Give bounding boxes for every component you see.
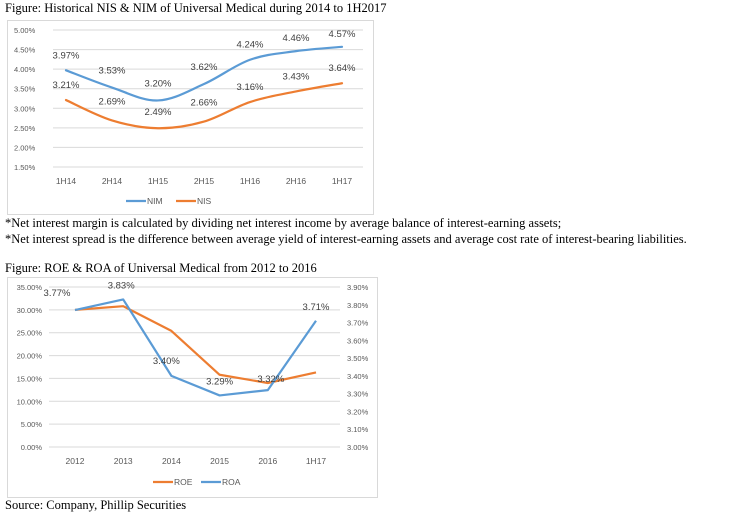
x-tick-label: 2013 xyxy=(114,456,133,466)
y-tick-label: 1.50% xyxy=(14,163,36,172)
y-tick-label-right: 3.80% xyxy=(347,301,369,310)
y-tick-label-left: 25.00% xyxy=(17,329,43,338)
y-tick-label: 4.50% xyxy=(14,46,36,55)
y-tick-label-right: 3.00% xyxy=(347,443,369,452)
data-label-nim: 3.97% xyxy=(53,50,80,61)
data-label-nis: 3.21% xyxy=(53,80,80,91)
data-label-nim: 3.53% xyxy=(99,66,126,77)
y-tick-label-left: 35.00% xyxy=(17,283,43,292)
figure1-caption: Figure: Historical NIS & NIM of Universa… xyxy=(5,1,387,15)
y-tick-label-left: 30.00% xyxy=(17,306,43,315)
y-tick-label: 2.00% xyxy=(14,143,36,152)
y-tick-label-right: 3.60% xyxy=(347,336,369,345)
y-tick-label-left: 15.00% xyxy=(17,374,43,383)
data-label-nis: 2.66% xyxy=(191,98,218,109)
roe-roa-chart: 0.00% 5.00% 10.00% 15.00% 20.00% 25.00% 30.00%… xyxy=(7,277,378,498)
series-line-roe xyxy=(74,305,317,385)
x-tick-label: 2016 xyxy=(258,456,277,466)
data-label-roa: 3.83% xyxy=(108,280,135,291)
y-tick-label-left: 10.00% xyxy=(17,397,43,406)
data-label-roa: 3.29% xyxy=(206,376,233,387)
y-tick-label-right: 3.70% xyxy=(347,319,369,328)
nim-nis-chart-svg: 1.50% 2.00% 2.50% 3.00% 3.50% 4.00% 4.50% 5.00%… xyxy=(14,26,363,206)
x-tick-label: 1H16 xyxy=(240,176,261,186)
y-tick-label: 5.00% xyxy=(14,26,36,35)
data-label-roa: 3.71% xyxy=(303,302,330,313)
x-tick-label: 2H15 xyxy=(194,176,215,186)
series-line-roa xyxy=(74,298,317,397)
data-label-nis: 3.64% xyxy=(329,63,356,74)
x-tick-label: 1H15 xyxy=(148,176,169,186)
x-tick-label: 1H17 xyxy=(306,456,327,466)
data-label-roa: 3.32% xyxy=(257,374,284,385)
data-label-roa: 3.40% xyxy=(153,356,180,367)
y-tick-label: 3.50% xyxy=(14,85,36,94)
y-tick-label-left: 0.00% xyxy=(21,443,43,452)
roe-roa-chart-svg: 0.00% 5.00% 10.00% 15.00% 20.00% 25.00% 30.00%… xyxy=(17,280,369,487)
y-tick-label-right: 3.40% xyxy=(347,372,369,381)
source-note: Source: Company, Phillip Securities xyxy=(5,498,187,512)
y-tick-label: 3.00% xyxy=(14,104,36,113)
x-tick-label: 1H17 xyxy=(332,176,353,186)
data-label-roa: 3.77% xyxy=(44,288,71,299)
y-tick-label-left: 5.00% xyxy=(21,420,43,429)
data-label-nim: 3.62% xyxy=(191,62,218,73)
data-label-nim: 3.20% xyxy=(145,78,172,89)
legend-label-nis: NIS xyxy=(197,196,212,206)
y-tick-label: 2.50% xyxy=(14,124,36,133)
x-tick-label: 2012 xyxy=(66,456,85,466)
data-label-nim: 4.57% xyxy=(329,29,356,40)
nis-footnote: *Net interest spread is the difference b… xyxy=(5,232,687,246)
y-tick-label-right: 3.10% xyxy=(347,425,369,434)
data-label-nis: 3.16% xyxy=(237,82,264,93)
y-tick-label-right: 3.20% xyxy=(347,407,369,416)
y-tick-label: 4.00% xyxy=(14,65,36,74)
data-label-nim: 4.24% xyxy=(237,40,264,51)
nim-nis-chart: 1.50% 2.00% 2.50% 3.00% 3.50% 4.00% 4.50% 5.00%… xyxy=(7,20,374,215)
y-tick-label-right: 3.90% xyxy=(347,283,369,292)
data-label-nis: 2.69% xyxy=(99,96,126,107)
x-tick-label: 2H16 xyxy=(286,176,307,186)
data-label-nim: 4.46% xyxy=(283,33,310,44)
x-tick-label: 2014 xyxy=(162,456,181,466)
x-tick-label: 2H14 xyxy=(102,176,123,186)
x-tick-label: 1H14 xyxy=(56,176,77,186)
y-tick-label-left: 20.00% xyxy=(17,352,43,361)
y-tick-label-right: 3.50% xyxy=(347,354,369,363)
figure2-caption: Figure: ROE & ROA of Universal Medical f… xyxy=(5,261,317,275)
legend-label-roa: ROA xyxy=(222,477,241,487)
legend-label-nim: NIM xyxy=(147,196,163,206)
data-label-nis: 3.43% xyxy=(283,71,310,82)
data-label-nis: 2.49% xyxy=(145,107,172,118)
y-tick-label-right: 3.30% xyxy=(347,390,369,399)
x-tick-label: 2015 xyxy=(210,456,229,466)
nim-footnote: *Net interest margin is calculated by di… xyxy=(5,216,562,230)
legend-label-roe: ROE xyxy=(174,477,193,487)
